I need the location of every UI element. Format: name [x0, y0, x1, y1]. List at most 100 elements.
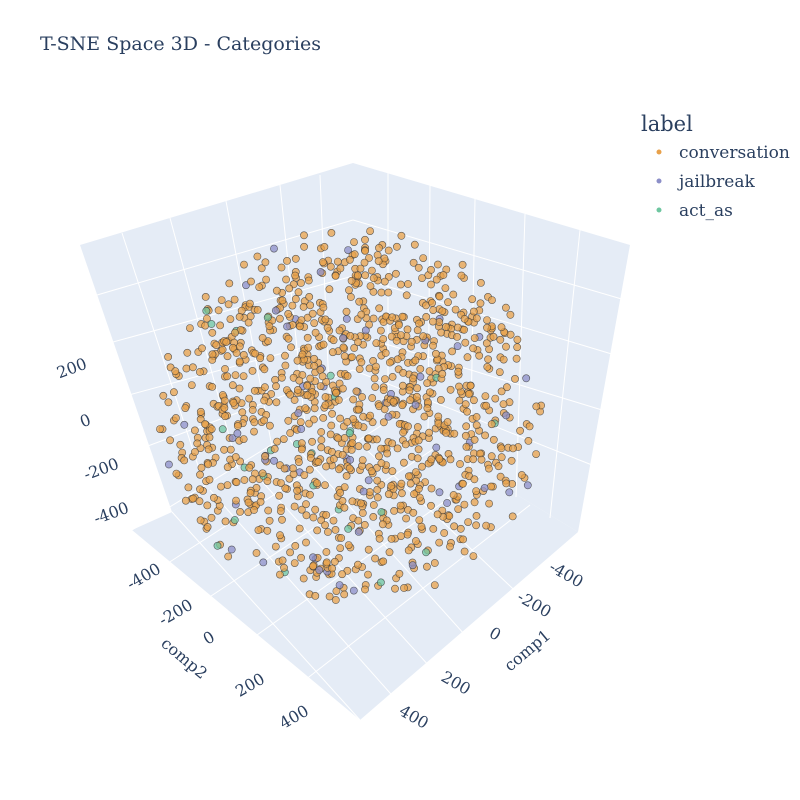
point-conversation — [198, 344, 206, 353]
legend-item-jailbreak[interactable]: jailbreak — [656, 172, 756, 192]
point-conversation — [410, 240, 419, 249]
point-conversation — [225, 279, 234, 288]
point-conversation — [414, 445, 423, 454]
point-conversation — [245, 299, 254, 308]
point-jailbreak — [228, 434, 237, 442]
point-conversation — [261, 258, 270, 267]
point-conversation — [301, 404, 310, 413]
point-conversation — [413, 423, 422, 431]
point-conversation — [428, 317, 437, 326]
point-conversation — [385, 358, 394, 367]
point-conversation — [291, 254, 300, 263]
point-conversation — [497, 387, 506, 396]
point-conversation — [481, 392, 490, 400]
point-conversation — [208, 328, 217, 337]
point-conversation — [265, 516, 274, 525]
point-conversation — [223, 372, 232, 381]
legend-item-conversation[interactable]: conversation — [656, 143, 790, 163]
point-conversation — [280, 464, 289, 473]
point-conversation — [231, 371, 240, 379]
point-conversation — [364, 570, 372, 579]
point-jailbreak — [315, 566, 324, 574]
point-conversation — [413, 384, 422, 393]
scene[interactable] — [79, 163, 630, 721]
gridline — [549, 229, 581, 519]
point-conversation — [525, 422, 534, 431]
point-conversation — [310, 361, 319, 370]
point-conversation — [345, 286, 353, 295]
y-tick-label: -400 — [123, 559, 164, 593]
point-conversation — [334, 396, 343, 404]
point-conversation — [506, 330, 515, 339]
point-conversation — [181, 496, 190, 505]
point-conversation — [231, 453, 240, 461]
point-conversation — [417, 522, 426, 531]
point-conversation — [354, 516, 363, 525]
point-conversation — [379, 386, 388, 394]
point-conversation — [279, 435, 288, 443]
point-conversation — [348, 439, 357, 447]
point-conversation — [485, 499, 493, 508]
legend-marker — [656, 178, 662, 184]
point-jailbreak — [522, 374, 531, 383]
point-conversation — [373, 476, 382, 485]
point-conversation — [482, 339, 491, 348]
point-conversation — [398, 312, 407, 321]
point-jailbreak — [523, 481, 532, 490]
point-conversation — [450, 429, 459, 438]
point-conversation — [275, 491, 284, 500]
point-conversation — [303, 333, 312, 342]
point-conversation — [425, 428, 433, 437]
z-tick-label: 0 — [77, 410, 93, 431]
point-conversation — [302, 500, 310, 509]
point-conversation — [275, 314, 284, 323]
point-conversation — [271, 542, 280, 551]
point-conversation — [245, 394, 253, 403]
point-conversation — [415, 319, 423, 328]
point-conversation — [396, 501, 405, 510]
point-conversation — [223, 463, 232, 472]
point-conversation — [369, 513, 378, 521]
point-conversation — [457, 271, 466, 280]
point-conversation — [232, 478, 241, 487]
point-conversation — [331, 271, 340, 280]
point-jailbreak — [349, 586, 358, 595]
point-conversation — [423, 404, 432, 413]
point-conversation — [342, 307, 351, 316]
point-conversation — [337, 534, 346, 542]
point-conversation — [335, 465, 343, 474]
point-conversation — [265, 322, 274, 330]
z-tick-label: 200 — [54, 354, 89, 382]
legend-item-act-as[interactable]: act_as — [656, 201, 733, 221]
point-conversation — [508, 512, 517, 521]
pane-back-left — [80, 163, 353, 512]
point-conversation — [220, 445, 228, 454]
point-conversation — [373, 493, 382, 502]
point-conversation — [375, 534, 384, 543]
point-jailbreak — [164, 460, 173, 469]
point-conversation — [188, 363, 197, 372]
point-conversation — [472, 487, 480, 495]
point-conversation — [484, 355, 492, 364]
point-conversation — [235, 384, 244, 393]
point-conversation — [171, 367, 180, 376]
point-conversation — [271, 375, 279, 384]
point-conversation — [290, 559, 299, 567]
point-conversation — [295, 322, 304, 331]
point-conversation — [469, 307, 478, 316]
point-conversation — [239, 372, 248, 380]
legend-marker — [656, 207, 662, 213]
point-conversation — [306, 490, 314, 499]
point-conversation — [282, 275, 290, 284]
point-conversation — [309, 562, 317, 570]
point-conversation — [406, 396, 414, 404]
point-jailbreak — [270, 244, 278, 253]
point-conversation — [330, 557, 339, 566]
point-conversation — [372, 339, 381, 347]
point-conversation — [487, 482, 495, 491]
legend-label: jailbreak — [677, 172, 755, 192]
point-conversation — [511, 374, 519, 383]
point-conversation — [260, 365, 269, 374]
point-conversation — [207, 425, 216, 433]
point-conversation — [240, 260, 248, 269]
